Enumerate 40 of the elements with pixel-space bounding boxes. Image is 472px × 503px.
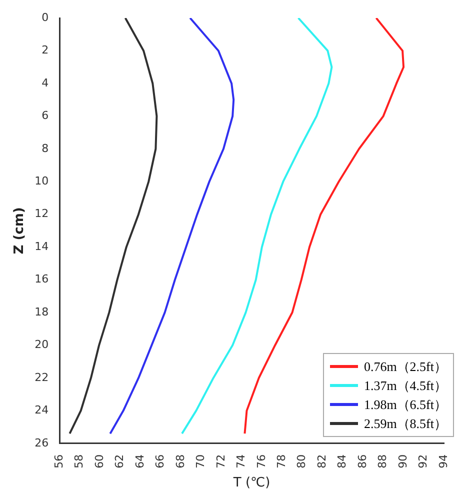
y-tick-label: 12: [34, 207, 49, 220]
x-tick-label: 62: [113, 454, 126, 468]
y-tick-label: 6: [42, 109, 49, 122]
y-tick-label: 26: [34, 436, 49, 450]
x-tick-label: 72: [214, 454, 228, 468]
y-tick-label: 14: [34, 240, 49, 253]
x-tick-label: 68: [174, 454, 187, 468]
y-tick-label: 20: [34, 338, 49, 352]
y-tick-label: 8: [42, 142, 49, 155]
x-tick-label: 66: [154, 454, 167, 468]
x-tick-label: 74: [234, 454, 248, 468]
x-tick-label: 90: [396, 454, 410, 468]
x-tick-label: 94: [436, 454, 450, 468]
x-tick-label: 80: [295, 454, 308, 468]
y-tick-label: 16: [34, 272, 49, 286]
x-tick-label: 88: [376, 454, 390, 468]
x-tick-label: 92: [416, 454, 430, 468]
y-tick-label: 2: [42, 44, 49, 57]
x-tick-label: 86: [356, 454, 369, 468]
y-tick-label: 24: [34, 404, 49, 417]
y-tick-label: 22: [34, 370, 49, 384]
y-tick-label: 10: [34, 174, 49, 188]
y-tick-label: 4: [42, 76, 49, 90]
legend-label: 0.76m（2.5ft）: [364, 358, 447, 376]
y-axis-title: Z (cm): [12, 207, 28, 254]
y-tick-label: 18: [34, 305, 49, 318]
x-tick-label: 82: [315, 454, 328, 468]
x-axis-title: T (℃): [232, 476, 270, 491]
x-tick-label: 84: [336, 454, 349, 468]
legend-label: 1.37m（4.5ft）: [364, 377, 447, 395]
x-tick-label: 64: [133, 454, 146, 468]
legend-label: 1.98m（6.5ft）: [364, 396, 447, 414]
legend-label: 2.59m（8.5ft）: [364, 415, 447, 433]
x-tick-label: 70: [194, 454, 208, 468]
x-tick-label: 78: [275, 454, 288, 468]
x-tick-label: 60: [92, 454, 106, 468]
x-tick-label: 58: [72, 454, 86, 468]
x-tick-label: 56: [52, 454, 66, 468]
y-tick-label: 0: [42, 10, 49, 24]
x-tick-label: 76: [254, 454, 268, 468]
